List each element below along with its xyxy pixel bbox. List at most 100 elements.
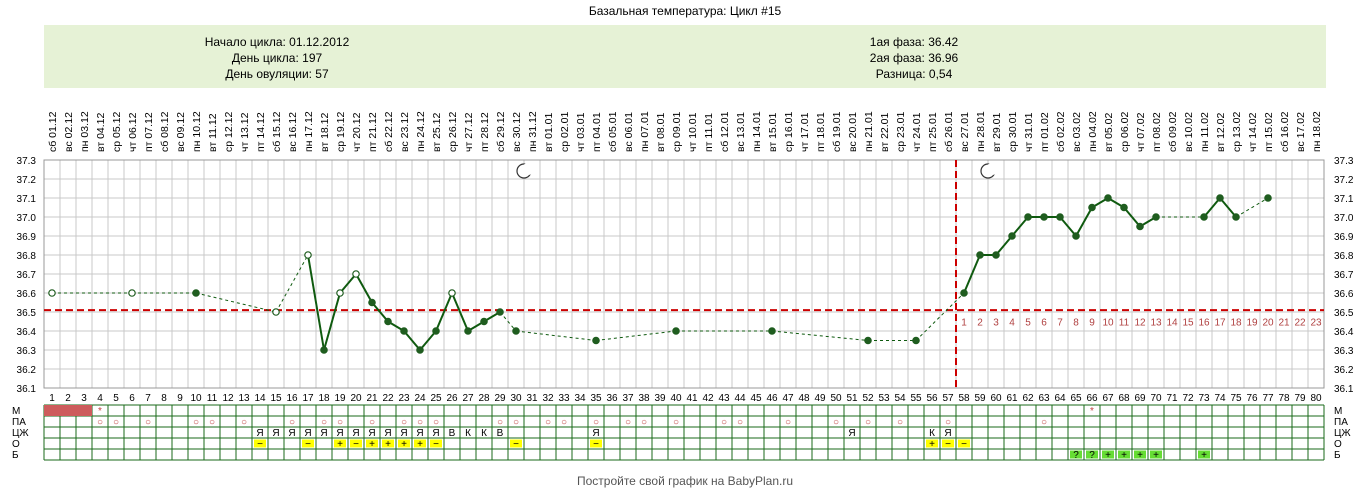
date-label: чт 24.01 (911, 112, 923, 152)
temperature-segment (355, 273, 373, 303)
y-tick-label-left: 36.2 (17, 365, 37, 376)
post-ovulation-day-number: 8 (1073, 318, 1079, 329)
temperature-point (352, 270, 360, 278)
day-number: 75 (1230, 393, 1242, 404)
indicator-cell-mark: ? (1073, 450, 1079, 461)
indicator-cell-mark: − (945, 439, 951, 450)
day-number: 48 (798, 393, 810, 404)
y-tick-label-left: 36.9 (17, 232, 37, 243)
date-label: вт 12.02 (1215, 112, 1227, 152)
temperature-point (320, 346, 328, 354)
day-number: 59 (974, 393, 986, 404)
post-ovulation-day-number: 9 (1089, 318, 1095, 329)
footer-link[interactable]: Постройте свой график на BabyPlan.ru (576, 474, 794, 488)
temperature-point (1072, 232, 1080, 240)
post-ovulation-day-number: 6 (1041, 318, 1047, 329)
indicator-cell-mark: ○ (737, 417, 743, 428)
y-tick-label-left: 36.7 (17, 270, 37, 281)
day-number: 2 (65, 393, 71, 404)
day-number: 44 (734, 393, 746, 404)
day-number: 68 (1118, 393, 1130, 404)
post-ovulation-day-number: 5 (1025, 318, 1031, 329)
indicator-cell-mark: Я (592, 428, 599, 439)
day-number: 47 (782, 393, 794, 404)
indicator-cell-fill (1134, 450, 1146, 459)
indicator-cell-mark: ○ (513, 417, 519, 428)
temperature-point (416, 346, 424, 354)
moon-icon (980, 163, 998, 179)
date-label: пн 03.12 (79, 111, 91, 152)
day-number: 38 (638, 393, 650, 404)
indicator-cell-fill (958, 439, 970, 448)
temperature-point (976, 251, 984, 259)
temperature-segment (451, 292, 469, 332)
indicator-cell-mark: В (497, 428, 504, 439)
y-tick-label-right: 36.8 (1334, 251, 1354, 262)
temperature-point (272, 308, 280, 316)
temperature-segment (595, 330, 677, 341)
date-label: ср 12.12 (223, 112, 235, 152)
y-tick-label-right: 36.5 (1334, 308, 1354, 319)
post-ovulation-day-number: 14 (1166, 318, 1178, 329)
cycle-info-panel: Начало цикла: 01.12.2012 День цикла: 197… (44, 25, 1326, 88)
day-number: 61 (1006, 393, 1018, 404)
moon-cutout (522, 163, 534, 175)
indicator-cell-mark: + (1121, 450, 1127, 461)
indicator-cell-fill (1198, 450, 1210, 459)
day-number: 67 (1102, 393, 1114, 404)
day-number: 22 (382, 393, 394, 404)
date-label: чт 03.01 (575, 112, 587, 152)
indicator-label-left: М (12, 406, 20, 417)
date-label: вс 02.12 (63, 112, 75, 152)
temperature-segment (307, 254, 325, 351)
y-tick-label-right: 36.9 (1334, 232, 1354, 243)
date-label: ср 26.12 (447, 112, 459, 152)
day-number: 5 (113, 393, 119, 404)
post-ovulation-day-number: 16 (1198, 318, 1210, 329)
temperature-point (864, 336, 872, 345)
phase1-average: 1ая фаза: 36.42 (869, 35, 959, 49)
day-number: 1 (49, 393, 55, 404)
grid-lines (43, 159, 1325, 389)
y-tick-label-left: 36.5 (17, 308, 37, 319)
date-label: сб 08.12 (159, 111, 171, 152)
day-number: 66 (1086, 393, 1098, 404)
indicator-cell-mark: ○ (625, 417, 631, 428)
moon-cutout (986, 163, 998, 175)
temperature-point (48, 289, 56, 297)
date-label: вт 08.01 (655, 112, 667, 152)
date-label: пт 28.12 (479, 112, 491, 152)
post-ovulation-day-number: 4 (1009, 318, 1015, 329)
indicator-cell-mark: + (337, 439, 343, 450)
indicator-cell-mark: Я (400, 428, 407, 439)
indicator-cell-fill (1118, 450, 1130, 459)
indicator-cell-mark: ○ (545, 417, 551, 428)
date-label: вс 13.01 (735, 112, 747, 152)
indicator-cell-fill (302, 439, 314, 448)
day-number: 35 (590, 393, 602, 404)
temperature-segment (1219, 197, 1237, 218)
date-label: сб 26.01 (943, 111, 955, 152)
indicator-label-right: М (1334, 406, 1342, 417)
indicator-cell-fill (1070, 450, 1082, 459)
y-tick-label-left: 37.0 (17, 213, 37, 224)
date-label: вт 25.12 (431, 112, 443, 152)
menstruation-cell (60, 405, 76, 416)
day-number: 46 (766, 393, 778, 404)
day-number: 33 (558, 393, 570, 404)
temperature-point (1008, 232, 1016, 240)
indicator-cell-mark: ○ (945, 417, 951, 428)
indicator-label-right: Б (1334, 450, 1341, 461)
indicator-cell-mark: К (481, 428, 487, 439)
temperature-point (1264, 194, 1272, 202)
ovulation-day: День овуляции: 57 (225, 67, 329, 81)
indicator-label-left: О (12, 439, 20, 450)
temperature-point (496, 308, 504, 316)
indicator-cell-fill (1150, 450, 1162, 459)
day-number: 18 (318, 393, 330, 404)
date-label: пн 31.12 (527, 111, 539, 152)
indicator-grid (43, 404, 1325, 461)
date-label: чт 07.02 (1135, 112, 1147, 152)
y-tick-label-right: 36.3 (1334, 346, 1354, 357)
indicator-cell-mark: ○ (369, 417, 375, 428)
